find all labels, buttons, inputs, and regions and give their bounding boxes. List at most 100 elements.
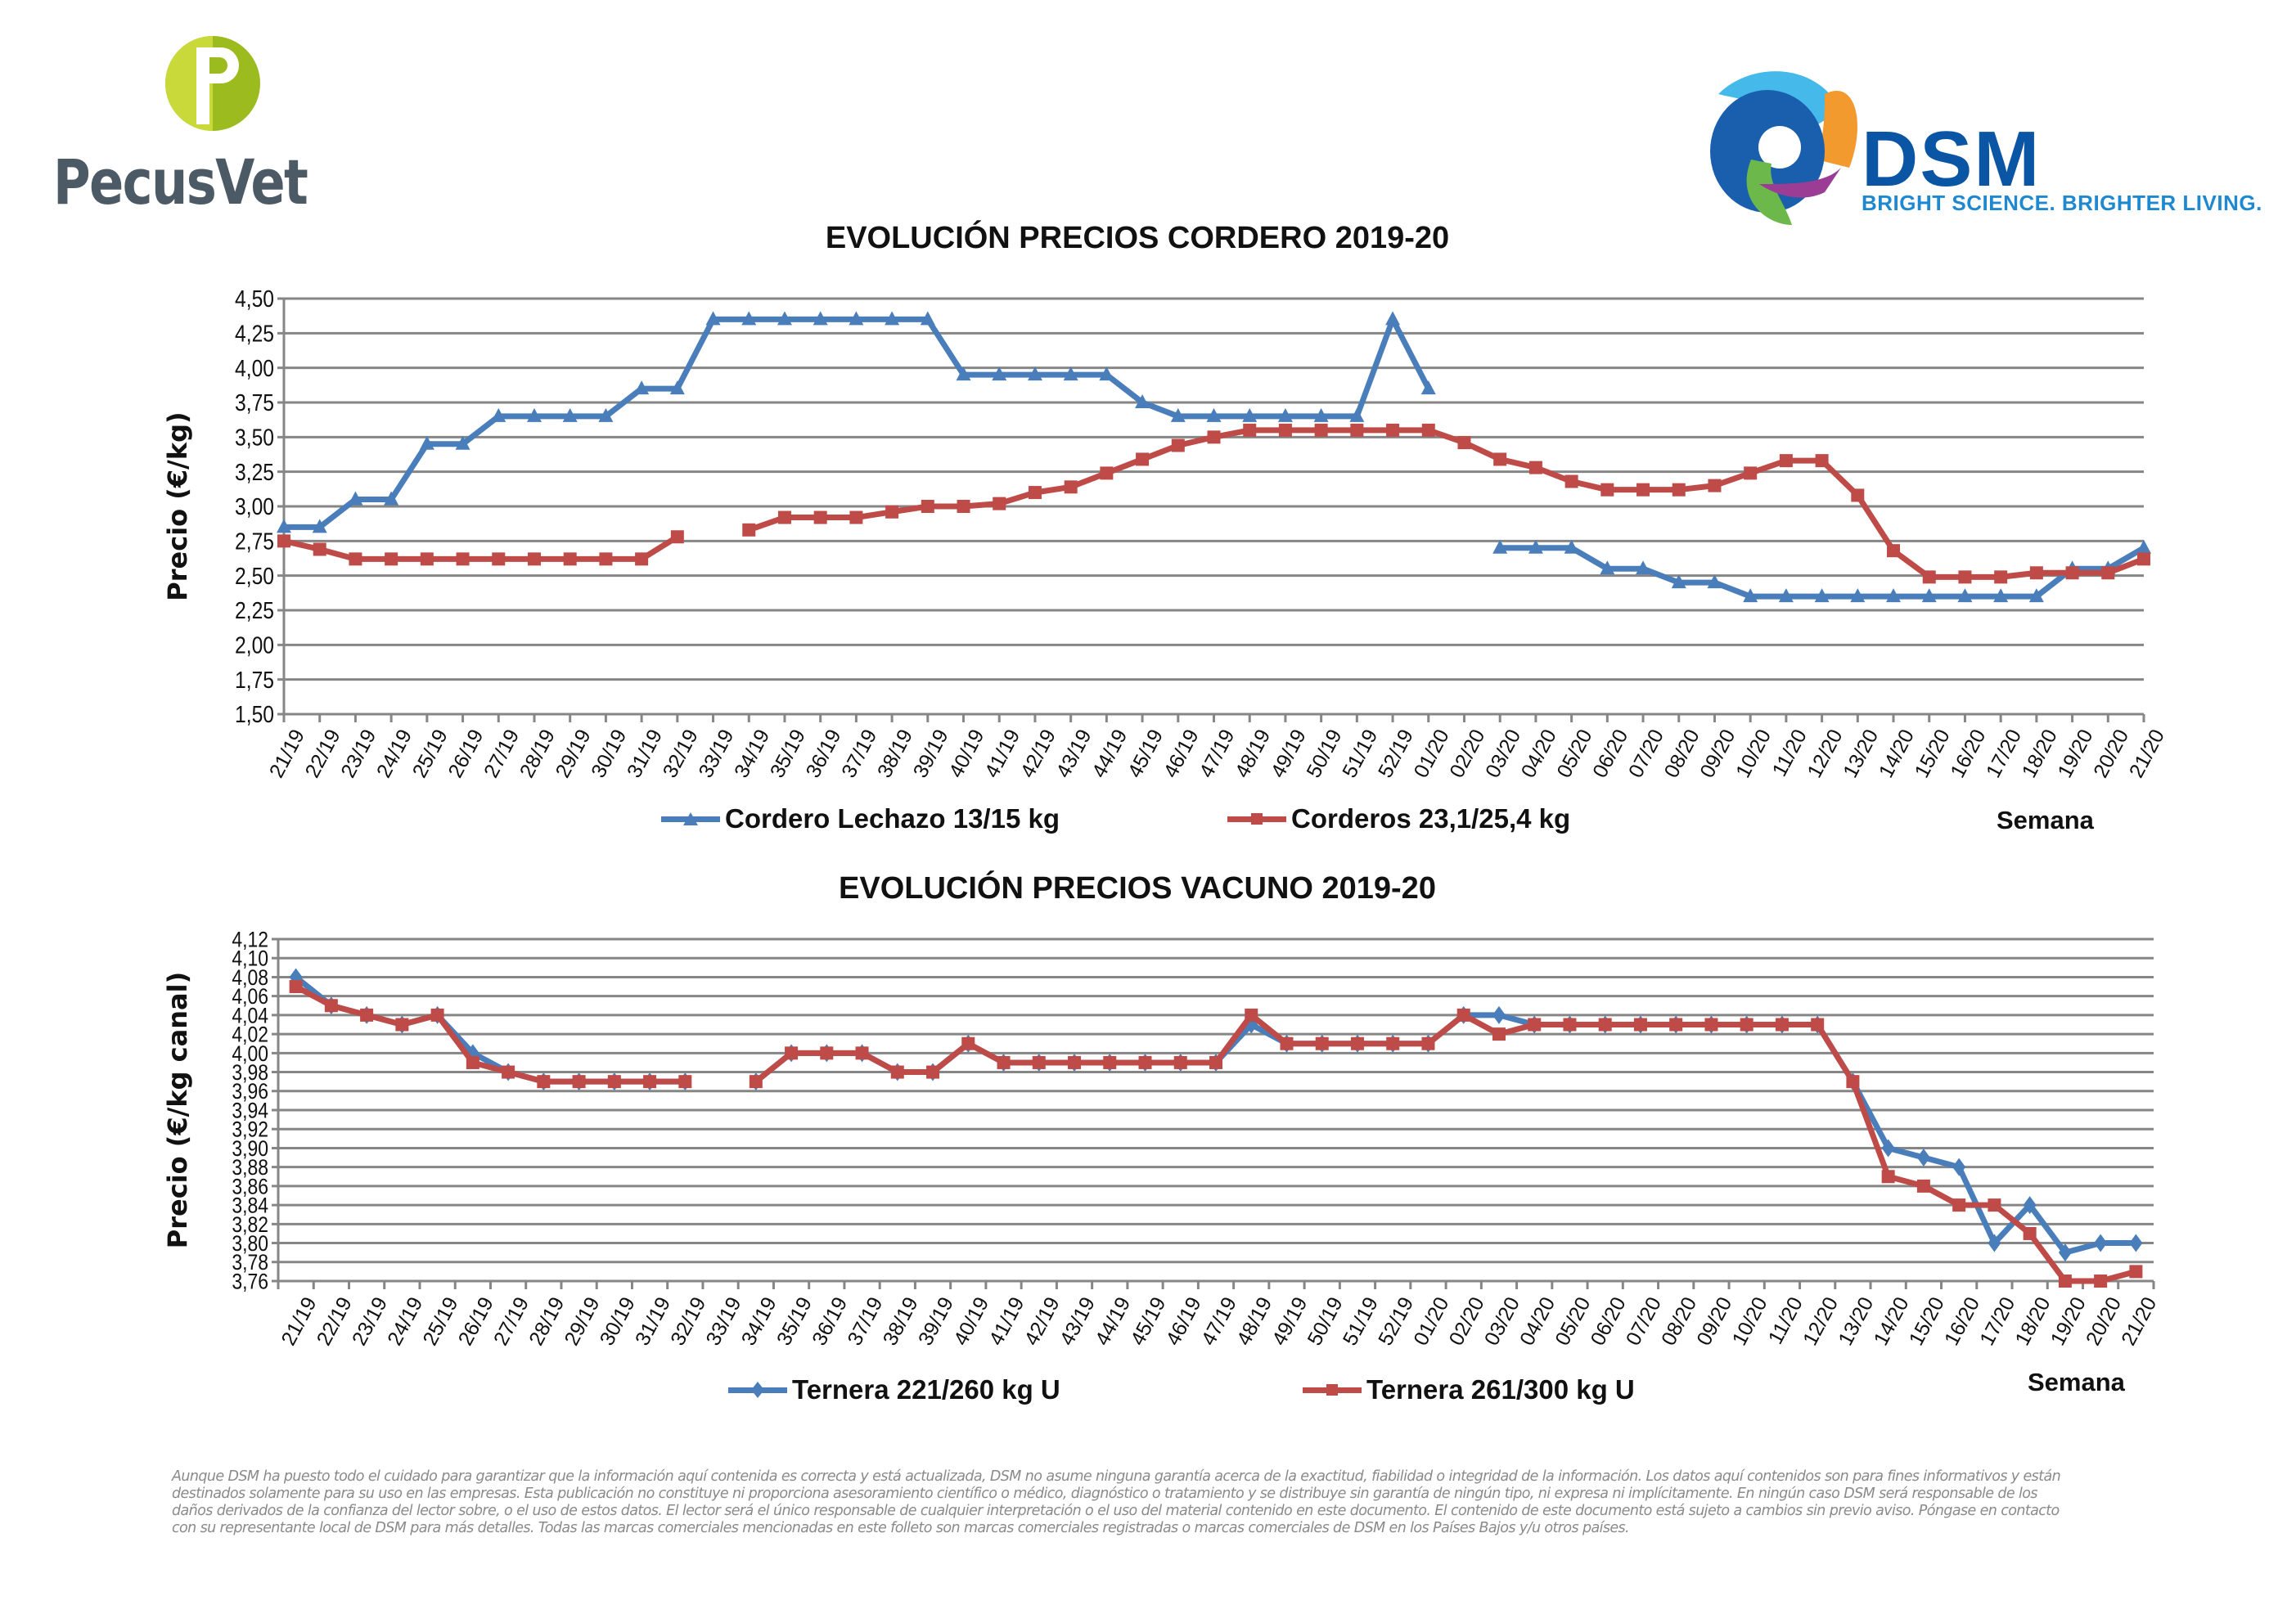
data-point-triangle xyxy=(1385,311,1401,326)
data-point-square xyxy=(563,552,577,566)
x-tick-label: 04/20 xyxy=(1515,1293,1560,1349)
y-tick-label: 4,08 xyxy=(232,965,268,990)
data-point-triangle xyxy=(419,435,434,450)
x-tick-label: 48/19 xyxy=(1231,726,1275,781)
x-tick-label: 38/19 xyxy=(873,726,917,781)
chart-1-title: EVOLUCIÓN PRECIOS CORDERO 2019-20 xyxy=(825,221,1450,255)
data-point-triangle xyxy=(956,366,971,381)
x-tick-label: 25/19 xyxy=(408,726,452,781)
data-point-square xyxy=(1988,1198,2001,1212)
x-tick-label: 07/20 xyxy=(1622,1293,1666,1349)
data-point-square xyxy=(537,1075,551,1089)
disclaimer-line: Aunque DSM ha puesto todo el cuidado par… xyxy=(172,1468,2061,1485)
y-axis-title: Precio (€/kg) xyxy=(162,411,193,600)
x-tick-label: 18/20 xyxy=(2018,726,2062,781)
legend-label: Ternera 221/260 kg U xyxy=(792,1374,1060,1405)
data-point-square xyxy=(1171,438,1185,452)
chart-1-legend-item-2: Corderos 23,1/25,4 kg xyxy=(1227,803,1570,834)
data-point-square xyxy=(1103,1055,1117,1069)
data-point-square xyxy=(2129,1265,2143,1279)
data-point-square xyxy=(430,1008,444,1022)
x-tick-label: 33/19 xyxy=(694,726,738,781)
data-point-square xyxy=(742,523,756,537)
data-point-square xyxy=(777,510,791,524)
data-point-square xyxy=(785,1046,799,1060)
data-point-square xyxy=(395,1018,409,1032)
y-tick-label: 3,50 xyxy=(235,425,274,451)
data-point-square xyxy=(1064,480,1078,494)
data-point-square xyxy=(1669,1018,1683,1032)
data-point-triangle xyxy=(491,407,506,422)
legend-label: Corderos 23,1/25,4 kg xyxy=(1291,803,1571,834)
data-point-square xyxy=(1958,570,1972,584)
x-tick-label: 06/20 xyxy=(1587,1293,1631,1349)
data-point-square xyxy=(466,1055,479,1069)
x-tick-label: 47/19 xyxy=(1197,1293,1241,1349)
data-point-diamond xyxy=(2094,1234,2108,1252)
data-point-square xyxy=(2101,566,2115,580)
y-tick-label: 4,50 xyxy=(235,285,274,312)
chart-2-legend-item-2: Ternera 261/300 kg U xyxy=(1303,1374,1635,1405)
data-point-triangle xyxy=(1600,560,1615,575)
y-tick-label: 1,50 xyxy=(235,701,274,727)
x-tick-label: 23/19 xyxy=(336,726,380,781)
y-tick-label: 3,76 xyxy=(232,1270,268,1294)
x-tick-label: 03/20 xyxy=(1480,1293,1524,1349)
data-point-square xyxy=(1598,1018,1612,1032)
legend-line-blue xyxy=(661,812,720,825)
data-point-square xyxy=(1563,1018,1577,1032)
x-tick-label: 01/20 xyxy=(1409,1293,1453,1349)
data-point-square xyxy=(961,1036,975,1050)
data-point-triangle xyxy=(1099,366,1114,381)
x-tick-label: 33/19 xyxy=(701,1293,745,1349)
x-tick-label: 44/19 xyxy=(1091,1293,1135,1349)
y-tick-label: 3,86 xyxy=(232,1175,268,1199)
x-tick-label: 23/19 xyxy=(348,1293,392,1349)
data-point-triangle xyxy=(777,311,792,326)
data-point-square xyxy=(997,1055,1011,1069)
data-point-diamond xyxy=(2058,1243,2072,1262)
data-point-square xyxy=(1846,1075,1860,1089)
chart-2-x-axis-title: Semana xyxy=(2028,1368,2125,1396)
x-tick-label: 35/19 xyxy=(772,1293,817,1349)
x-tick-label: 52/19 xyxy=(1374,1293,1418,1349)
data-point-triangle xyxy=(705,311,721,326)
data-point-triangle xyxy=(1636,560,1651,575)
data-point-square xyxy=(993,497,1006,510)
y-tick-label: 3,75 xyxy=(235,389,274,416)
x-tick-label: 37/19 xyxy=(837,726,881,781)
pecusvet-logo xyxy=(49,33,295,221)
data-point-square xyxy=(492,552,506,566)
data-point-square xyxy=(2137,552,2150,566)
diamond-marker-icon xyxy=(751,1381,764,1398)
data-point-square xyxy=(890,1065,904,1079)
x-tick-label: 49/19 xyxy=(1267,1293,1312,1349)
dsm-logo-mark xyxy=(1710,71,1857,225)
y-tick-label: 4,10 xyxy=(232,946,268,971)
disclaimer-line: con su representante local de DSM para m… xyxy=(172,1520,1630,1536)
data-point-triangle xyxy=(1707,574,1722,589)
data-point-square xyxy=(349,552,362,566)
data-point-triangle xyxy=(1993,588,2009,603)
dsm-logo-text: DSM xyxy=(1862,115,2042,203)
data-point-square xyxy=(1243,423,1257,437)
data-point-square xyxy=(670,530,684,544)
y-tick-label: 2,00 xyxy=(235,632,274,659)
x-tick-label: 24/19 xyxy=(383,1293,427,1349)
data-point-square xyxy=(607,1075,621,1089)
data-point-triangle xyxy=(1170,407,1186,422)
x-tick-label: 02/20 xyxy=(1445,726,1489,781)
data-point-triangle xyxy=(813,311,828,326)
x-tick-label: 14/20 xyxy=(1870,1293,1914,1349)
data-point-triangle xyxy=(1528,539,1543,554)
y-tick-label: 3,00 xyxy=(235,493,274,519)
data-point-square xyxy=(1528,1018,1542,1032)
y-tick-label: 3,78 xyxy=(232,1251,268,1275)
data-point-square xyxy=(1633,1018,1647,1032)
x-tick-label: 28/19 xyxy=(524,1293,569,1349)
y-tick-label: 3,92 xyxy=(232,1117,268,1142)
x-tick-label: 46/19 xyxy=(1159,726,1204,781)
data-point-diamond xyxy=(1492,1005,1506,1024)
x-tick-label: 36/19 xyxy=(808,1293,852,1349)
data-point-triangle xyxy=(2136,539,2151,554)
